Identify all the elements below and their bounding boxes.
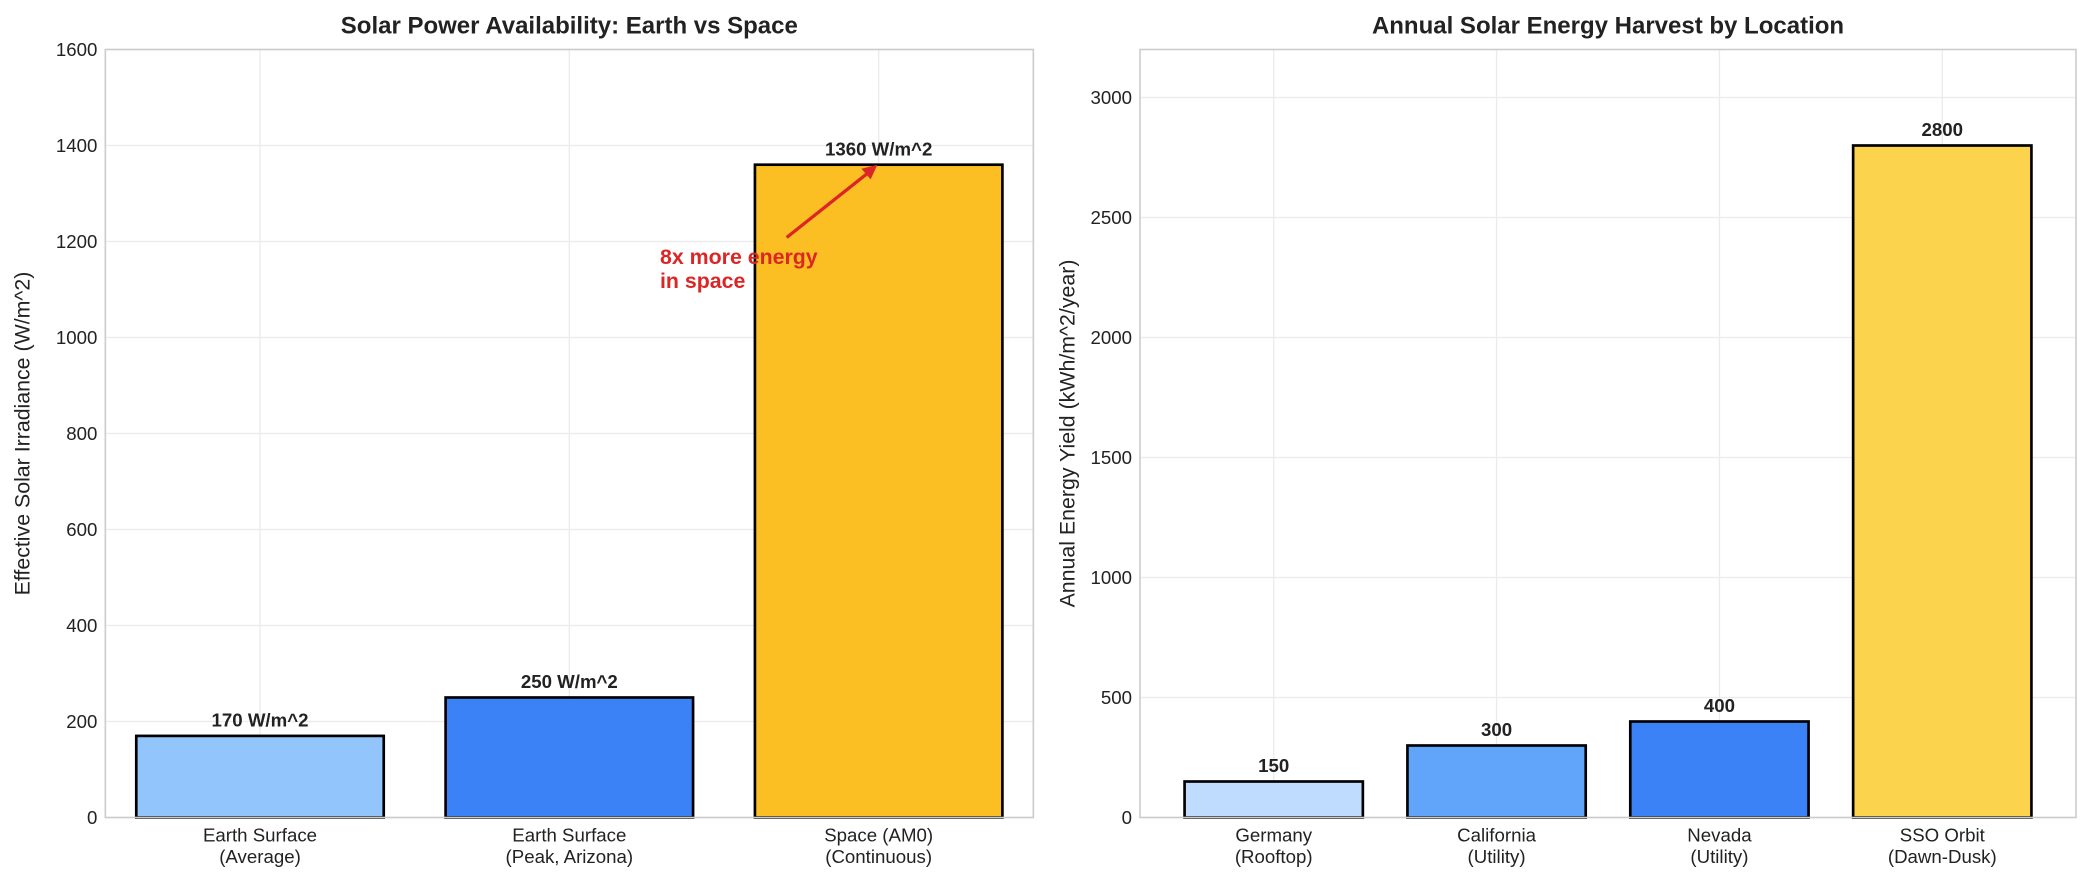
y-tick-label: 1600	[56, 39, 98, 60]
y-tick-label: 3000	[1090, 87, 1132, 108]
x-tick-label-line: Space (AM0)	[824, 825, 933, 846]
chart-title: Solar Power Availability: Earth vs Space	[341, 13, 798, 40]
x-tick-label-line: Germany	[1235, 825, 1312, 846]
x-tick-label-line: (Dawn-Dusk)	[1888, 846, 1997, 867]
x-tick-label-line: (Average)	[219, 846, 301, 867]
y-tick-label: 1000	[1090, 567, 1132, 588]
y-tick-label: 600	[66, 519, 97, 540]
annotation-text-line: in space	[660, 269, 745, 293]
bar	[1628, 720, 1810, 819]
annotation-text-line: 8x more energy	[660, 245, 818, 269]
x-tick-label: Germany (Rooftop)	[1235, 825, 1313, 867]
y-tick-label: 200	[66, 711, 97, 732]
x-tick-label: Earth Surface (Average)	[203, 825, 317, 867]
y-tick-label: 1500	[1090, 447, 1132, 468]
x-tick-label: Nevada (Utility)	[1687, 825, 1752, 867]
x-tick-label-line: (Peak, Arizona)	[506, 846, 634, 867]
data-label: 250 W/m^2	[521, 671, 618, 692]
x-tick-label-line: California	[1457, 825, 1536, 846]
y-tick-label: 1400	[56, 135, 98, 156]
data-label: 2800	[1922, 119, 1964, 140]
y-tick-label: 400	[66, 615, 97, 636]
annotation-arrow	[785, 167, 875, 239]
x-tick-label-line: Nevada	[1687, 825, 1752, 846]
bar	[134, 734, 386, 819]
y-axis-label: Annual Energy Yield (kWh/m^2/year)	[1056, 260, 1080, 608]
bar	[753, 163, 1004, 819]
annotation-arrowhead	[861, 164, 878, 180]
bar	[1406, 744, 1588, 819]
y-tick-label: 2000	[1090, 327, 1132, 348]
y-axis-label: Effective Solar Irradiance (W/m^2)	[10, 272, 34, 596]
y-tick-label: 2500	[1090, 207, 1132, 228]
data-label: 150	[1258, 755, 1289, 776]
y-tick-label: 0	[87, 807, 97, 828]
data-label: 1360 W/m^2	[825, 138, 932, 159]
axes-frame	[1139, 48, 2077, 819]
data-label: 300	[1481, 719, 1512, 740]
x-tick-label-line: Earth Surface	[203, 825, 317, 846]
x-tick-label: Earth Surface (Peak, Arizona)	[506, 825, 634, 867]
y-tick-label: 1000	[56, 327, 98, 348]
x-tick-label-line: (Rooftop)	[1235, 846, 1313, 867]
data-label: 170 W/m^2	[212, 710, 309, 731]
bar	[1851, 144, 2033, 819]
x-tick-label: SSO Orbit (Dawn-Dusk)	[1888, 825, 1997, 867]
data-label: 400	[1704, 695, 1735, 716]
bar	[444, 696, 695, 819]
bar	[1183, 780, 1365, 819]
x-tick-label-line: (Continuous)	[825, 846, 932, 867]
axes-frame	[104, 48, 1035, 819]
x-tick-label: Space (AM0) (Continuous)	[824, 825, 933, 867]
x-tick-label: California (Utility)	[1457, 825, 1536, 867]
x-tick-label-line: (Utility)	[1690, 846, 1748, 867]
x-tick-label-line: Earth Surface	[512, 825, 626, 846]
x-tick-label-line: SSO Orbit	[1900, 825, 1986, 846]
y-tick-label: 0	[1122, 807, 1132, 828]
chart-title: Annual Solar Energy Harvest by Location	[1372, 13, 1844, 40]
annotation-text: 8x more energy in space	[660, 245, 818, 293]
y-tick-label: 1200	[56, 231, 98, 252]
y-tick-label: 800	[66, 423, 97, 444]
x-tick-label-line: (Utility)	[1468, 846, 1526, 867]
y-tick-label: 500	[1101, 687, 1132, 708]
